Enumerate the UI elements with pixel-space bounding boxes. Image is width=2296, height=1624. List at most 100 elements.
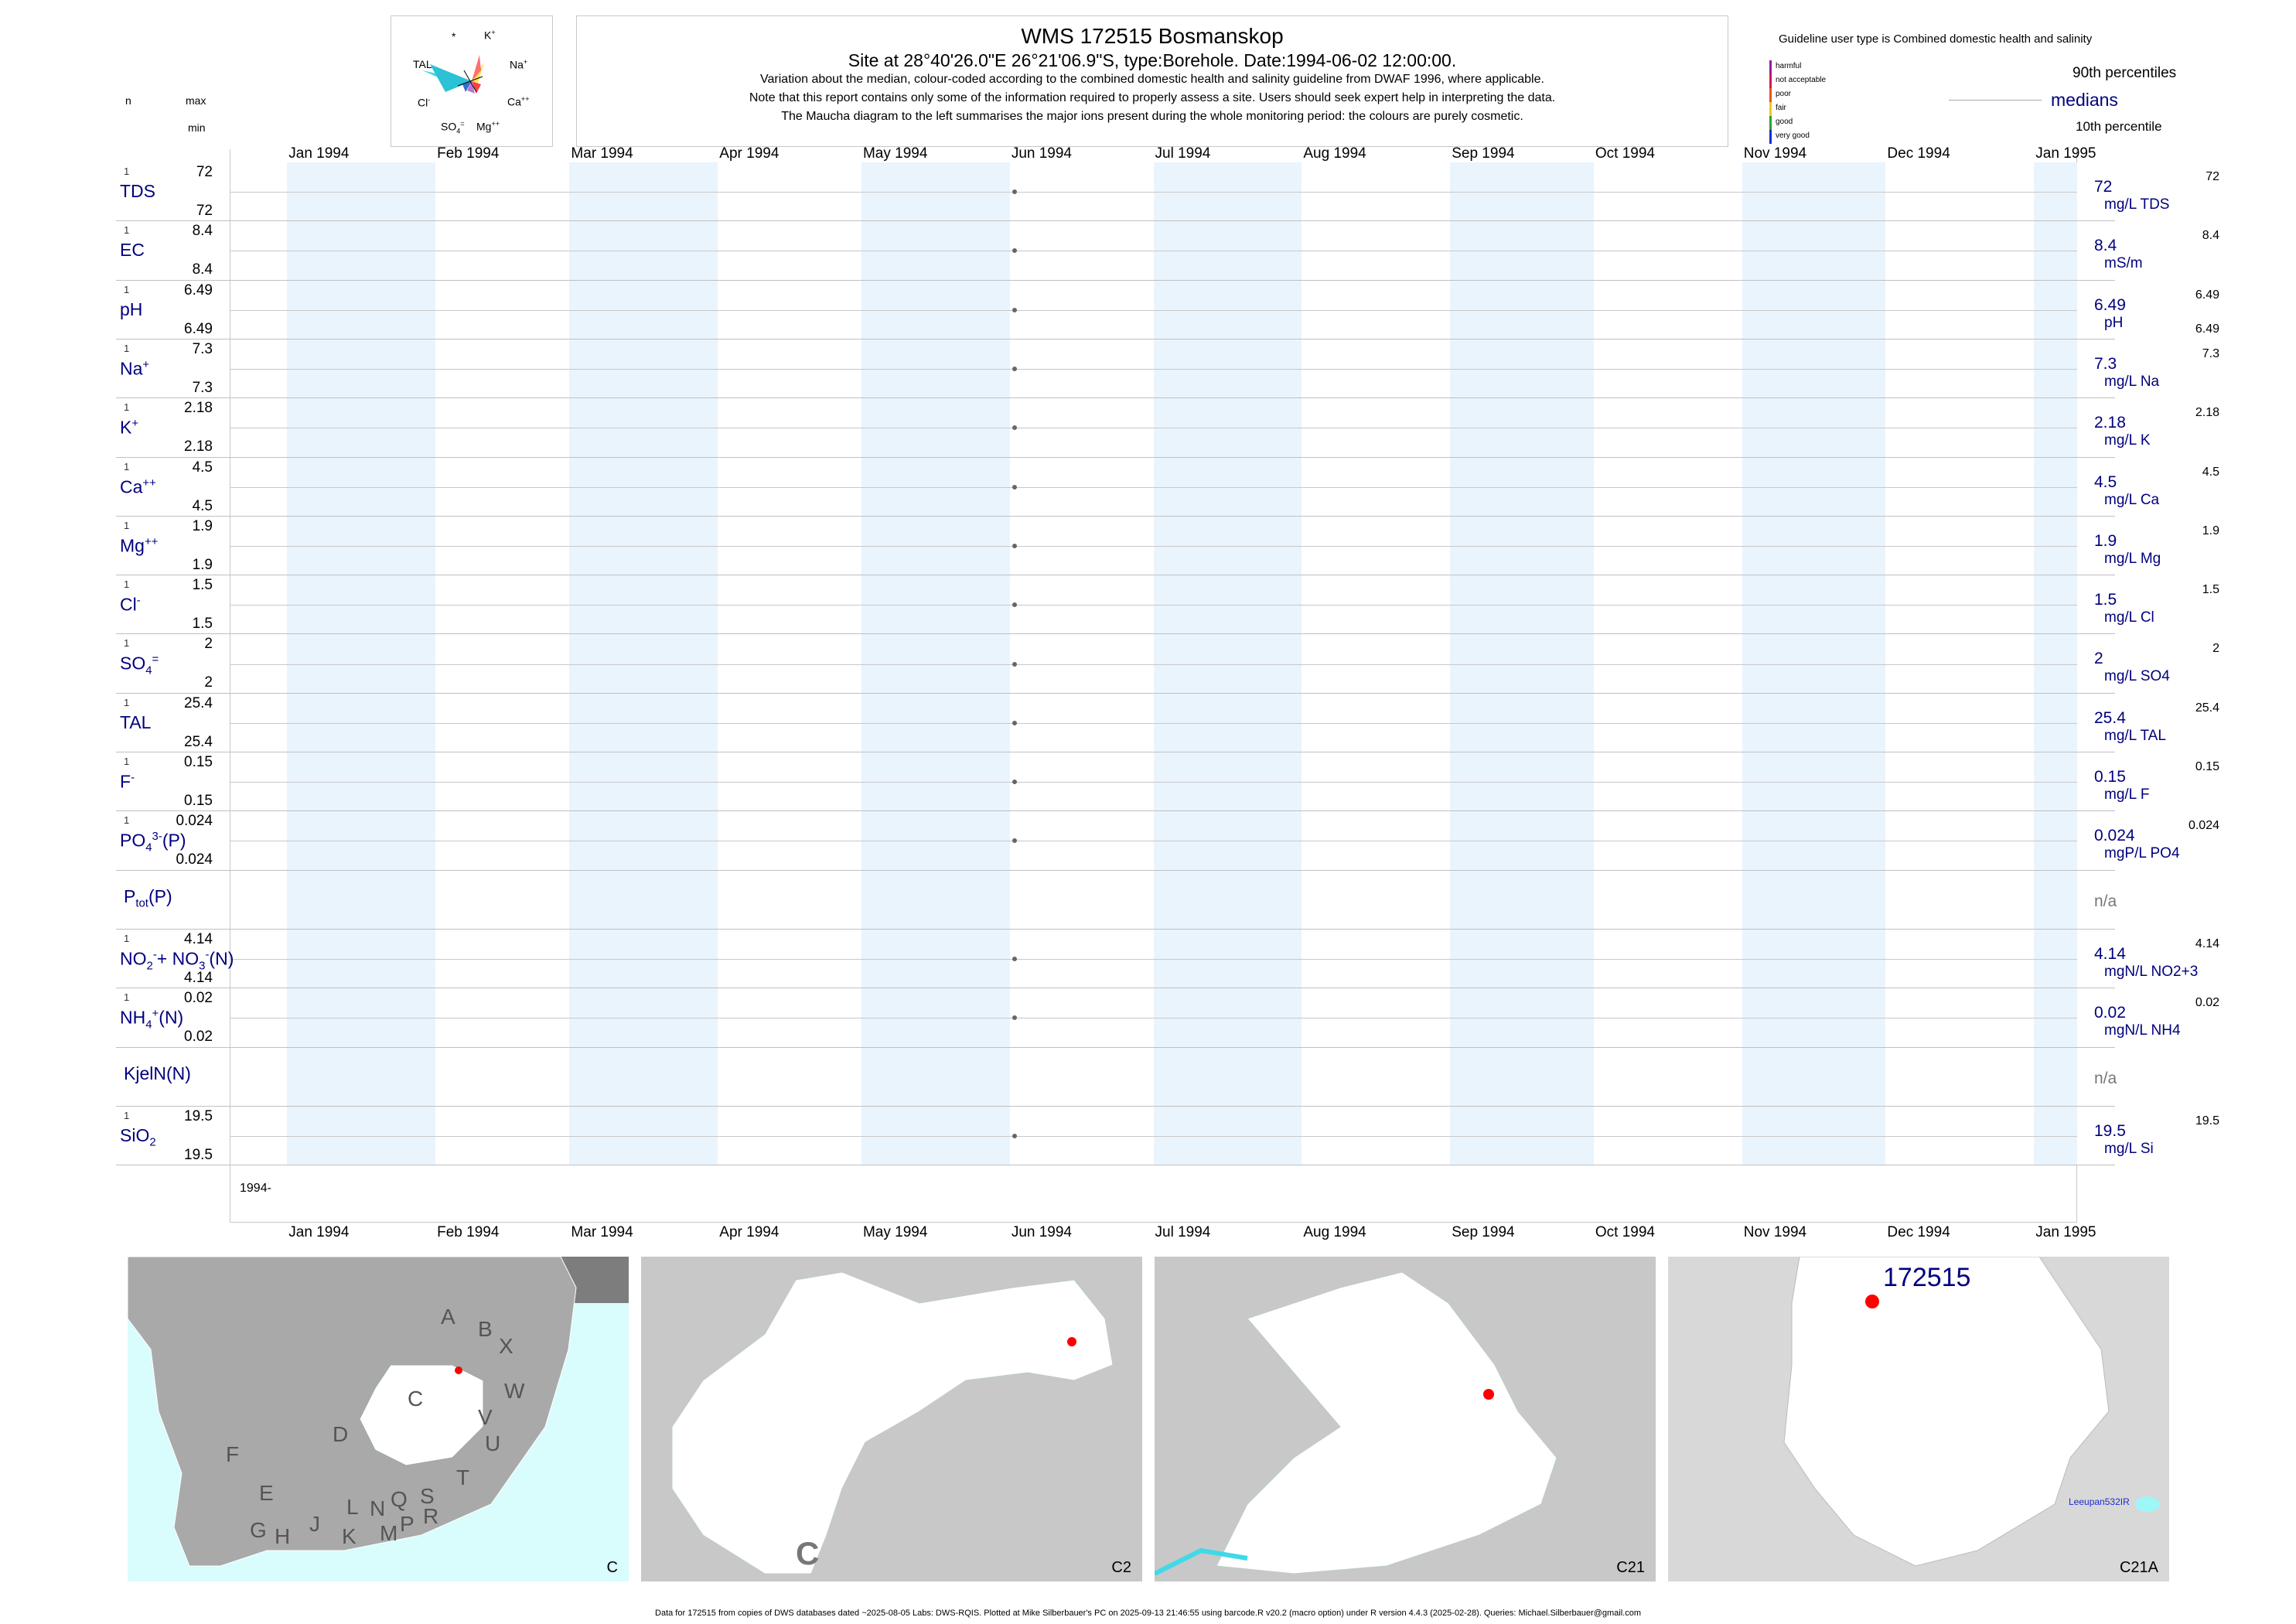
row-max-value: 2 xyxy=(204,636,213,653)
right-unit: mg/L Mg xyxy=(2104,550,2161,567)
row-separator xyxy=(116,633,2115,635)
row-separator xyxy=(116,279,2115,281)
row-min-value: 0.024 xyxy=(176,851,213,868)
right-value: 1.5 xyxy=(2094,591,2117,609)
maucha-svg xyxy=(422,55,484,94)
month-tick-label: Jan 1995 xyxy=(2035,1224,2096,1240)
median-line xyxy=(230,664,2077,665)
maucha-label-cl: Cl- xyxy=(418,96,431,109)
parameter-label: TDS xyxy=(120,181,155,201)
parameter-label: SiO2 xyxy=(120,1124,156,1149)
median-label: medians xyxy=(2051,90,2118,110)
row-max-value: 2.18 xyxy=(184,400,213,417)
parameter-label: SO4= xyxy=(120,653,159,677)
median-line xyxy=(230,959,2077,960)
right-min: 6.49 xyxy=(2195,322,2219,336)
guideline-level-label: good xyxy=(1776,118,1793,126)
row-count: 1 xyxy=(124,991,130,1004)
maucha-cl-segment xyxy=(462,81,472,92)
right-max: 4.14 xyxy=(2195,937,2219,950)
p90-label: 90th percentiles xyxy=(2073,65,2177,81)
guideline-colour-segment xyxy=(1769,88,1772,102)
guideline-level-label: fair xyxy=(1776,104,1786,112)
right-unit: mg/L K xyxy=(2104,432,2151,449)
row-separator xyxy=(116,1046,2115,1048)
month-tick-label: Mar 1994 xyxy=(571,145,633,162)
right-max: 2 xyxy=(2212,642,2219,656)
median-line xyxy=(230,605,2077,606)
guideline-colour-bar xyxy=(1769,60,1772,144)
guideline-label: Guideline user type is Combined domestic… xyxy=(1779,32,2093,46)
row-max-value: 6.49 xyxy=(184,281,213,299)
maucha-label-k: K+ xyxy=(484,29,496,42)
month-tick-label: Dec 1994 xyxy=(1887,145,1950,162)
row-count: 1 xyxy=(124,814,130,827)
data-point xyxy=(1012,780,1017,785)
right-unit: mg/L Na xyxy=(2104,373,2160,390)
region-letter-x: X xyxy=(499,1334,513,1358)
right-unit: mgP/L PO4 xyxy=(2104,845,2180,862)
right-max: 0.15 xyxy=(2195,760,2219,773)
right-unit: mg/L SO4 xyxy=(2104,668,2170,685)
guideline-level-label: not acceptable xyxy=(1776,76,1827,84)
month-tick-label: Jun 1994 xyxy=(1011,145,1072,162)
parameter-label: pH xyxy=(120,299,143,319)
month-tick-label: Jan 1994 xyxy=(288,145,350,162)
guideline-legend: harmful not acceptable poor fair good very go… xyxy=(1769,60,1870,144)
p10-label: 10th percentile xyxy=(2076,119,2162,134)
right-unit: mg/L Cl xyxy=(2104,609,2154,626)
parameter-label: Mg++ xyxy=(120,534,159,556)
region-letter-h: H xyxy=(275,1524,291,1548)
right-unit: mS/m xyxy=(2104,255,2143,272)
median-line xyxy=(230,309,2077,311)
row-separator xyxy=(116,869,2115,871)
map-caption-c: C xyxy=(606,1559,618,1576)
row-count: 1 xyxy=(124,932,130,944)
month-tick-label: Aug 1994 xyxy=(1303,145,1366,162)
row-min-value: 72 xyxy=(196,203,213,219)
maucha-mg-segment xyxy=(467,81,475,94)
median-line xyxy=(230,545,2077,547)
region-letter-b: B xyxy=(478,1317,493,1341)
data-point xyxy=(1012,189,1017,195)
right-value: 4.5 xyxy=(2094,473,2117,491)
region-letter-c: C xyxy=(408,1387,424,1411)
row-count: 1 xyxy=(124,1109,130,1121)
row-max-value: 0.02 xyxy=(184,990,213,1007)
region-letter-r: R xyxy=(423,1504,439,1528)
right-na: n/a xyxy=(2094,1069,2117,1087)
map-c2: C C2 xyxy=(641,1257,1142,1581)
parameter-label: EC xyxy=(120,240,145,261)
right-max: 2.18 xyxy=(2195,406,2219,420)
right-value: 1.9 xyxy=(2094,531,2117,550)
parameter-label: NO2-+ NO3-(N) xyxy=(120,947,234,973)
month-tick-label: Aug 1994 xyxy=(1303,1224,1366,1240)
right-value: 0.024 xyxy=(2094,827,2135,845)
site-marker-c21a xyxy=(1865,1295,1879,1308)
map-c21-svg xyxy=(1155,1271,1557,1576)
right-max: 7.3 xyxy=(2202,346,2219,360)
data-point xyxy=(1012,1133,1017,1138)
region-letter-v: V xyxy=(478,1405,493,1429)
parameter-label: TAL xyxy=(120,711,152,732)
row-max-value: 4.5 xyxy=(192,459,213,476)
right-max: 25.4 xyxy=(2195,701,2219,715)
month-tick-label: Oct 1994 xyxy=(1595,1224,1655,1240)
data-point xyxy=(1012,484,1017,490)
median-line xyxy=(1949,100,2042,101)
row-min-value: 1.5 xyxy=(192,616,213,633)
row-separator xyxy=(116,456,2115,458)
median-line xyxy=(230,782,2077,783)
month-tick-label: Sep 1994 xyxy=(1452,145,1515,162)
month-tick-label: Feb 1994 xyxy=(437,1224,500,1240)
region-letter-s: S xyxy=(420,1484,435,1508)
site-marker-c2 xyxy=(1067,1337,1076,1346)
right-value: 7.3 xyxy=(2094,354,2117,373)
month-tick-label: Oct 1994 xyxy=(1595,145,1655,162)
maucha-k-segment xyxy=(472,55,481,81)
month-tick-label: Apr 1994 xyxy=(719,145,780,162)
parameter-label: Na+ xyxy=(120,357,150,379)
row-count: 1 xyxy=(124,578,130,591)
row-min-value: 19.5 xyxy=(184,1146,213,1163)
data-point xyxy=(1012,602,1017,608)
